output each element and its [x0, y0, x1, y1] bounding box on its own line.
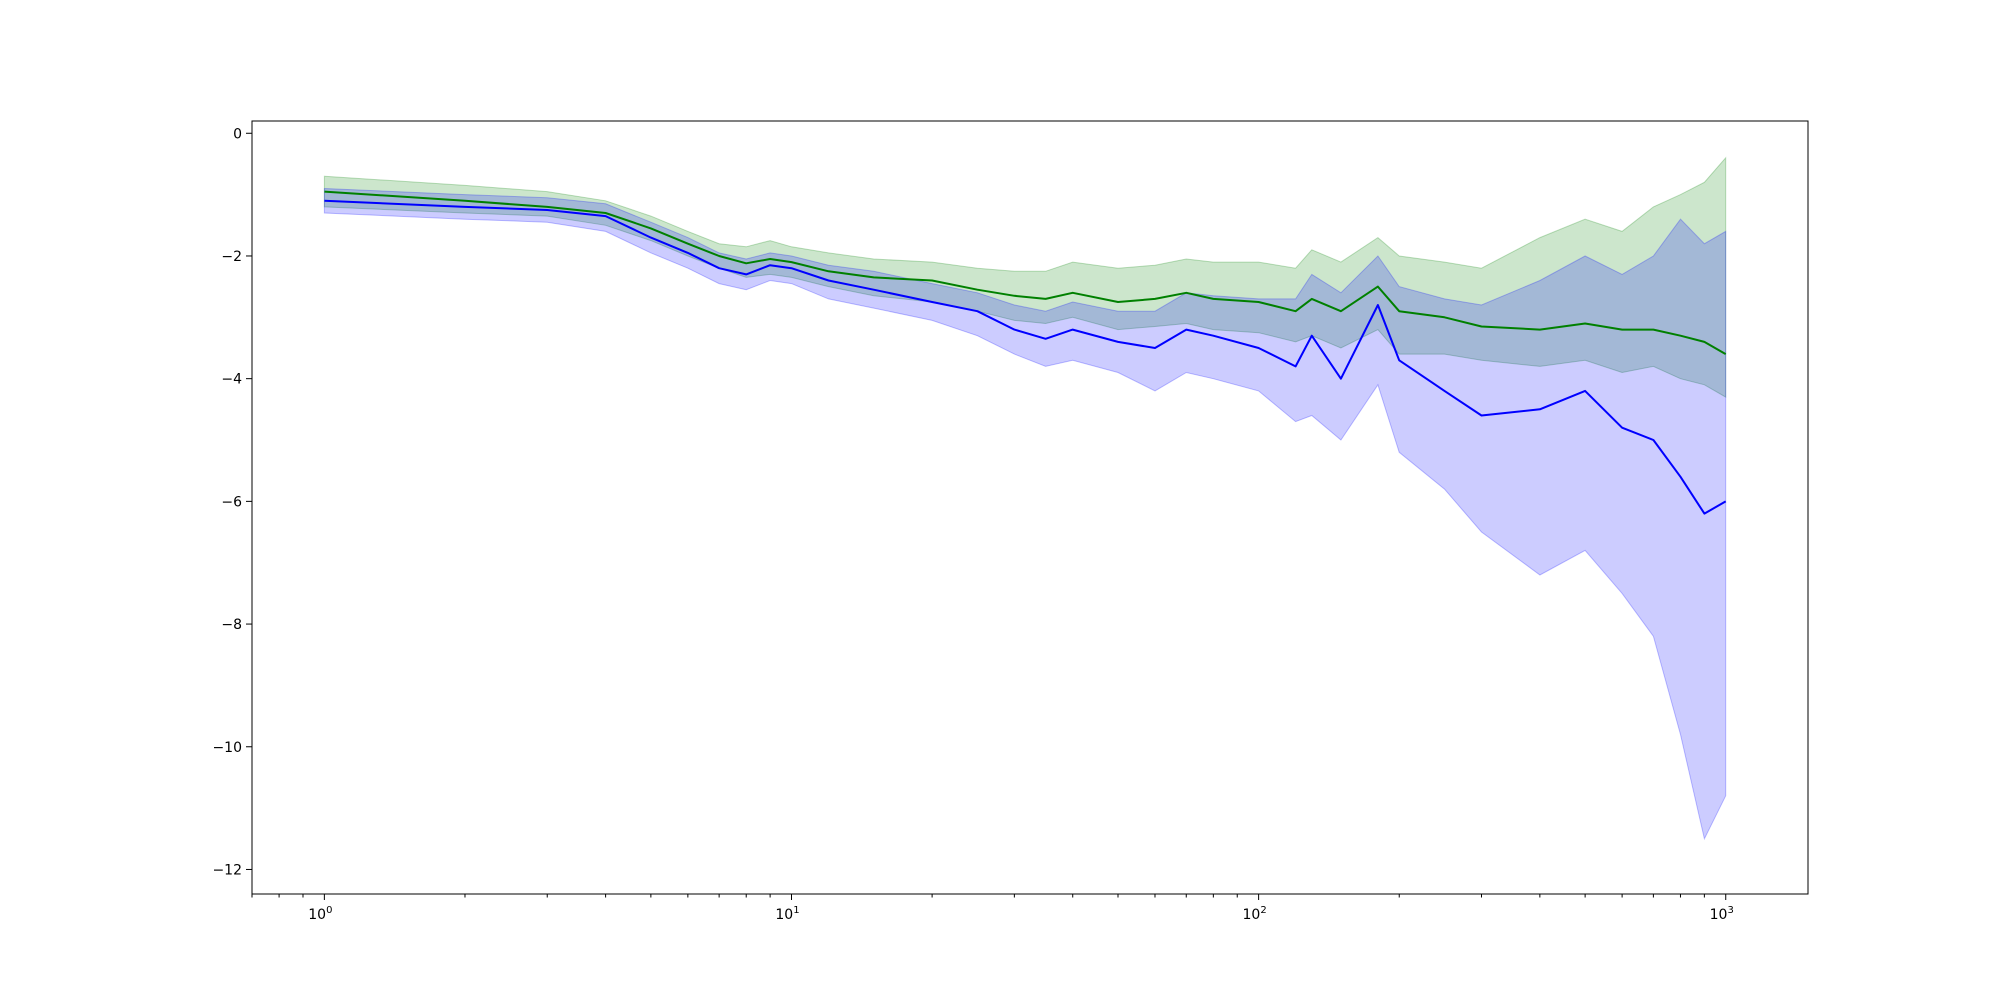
y-tick-label: −12 — [212, 862, 242, 878]
x-tick-label: 100 — [308, 905, 332, 923]
y-tick-label: −6 — [221, 494, 242, 510]
y-tick-label: −8 — [221, 617, 242, 633]
x-tick-label: 102 — [1243, 905, 1267, 923]
y-axis: 0 −2 −4 −6 −8 −10 −12 — [212, 126, 252, 878]
y-tick-label: 0 — [233, 126, 242, 142]
plot-frame — [251, 120, 1809, 895]
series-1-line — [324, 199, 1727, 515]
confidence-bands — [323, 156, 1727, 841]
x-tick-label: 103 — [1710, 905, 1734, 923]
y-tick-label: −10 — [212, 740, 242, 756]
x-tick-label: 101 — [775, 905, 799, 923]
y-tick-label: −2 — [221, 249, 242, 265]
series-1-band — [323, 187, 1727, 841]
series-0-band — [323, 156, 1727, 398]
series-0-line — [324, 190, 1727, 355]
x-axis: 100 101 102 103 — [251, 894, 1734, 923]
y-tick-label: −4 — [221, 372, 242, 388]
series-lines — [324, 190, 1727, 515]
